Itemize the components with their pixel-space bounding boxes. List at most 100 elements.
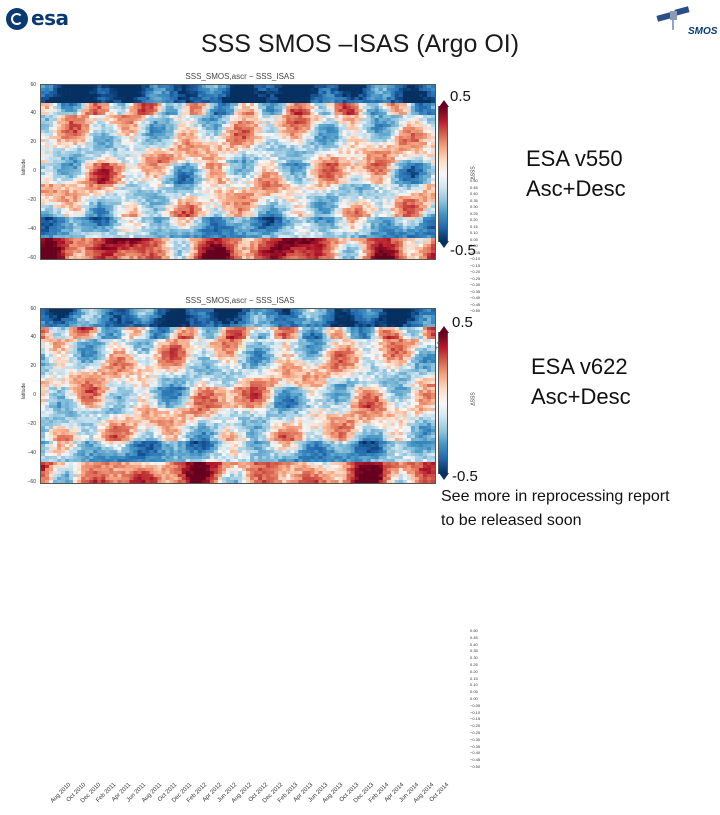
heatmap-cell [217,184,223,188]
heatmap-cell [290,100,295,104]
heatmap-cell [262,121,267,125]
heatmap-cell [290,121,295,125]
heatmap-cell [225,235,231,239]
heatmap-cell [77,202,82,206]
heatmap-cell [326,151,331,155]
heatmap-cell [246,220,251,224]
heatmap-cell [185,157,191,161]
heatmap-cell [221,205,227,209]
heatmap-cell [266,154,271,158]
heatmap-cell [386,205,392,209]
heatmap-cell [125,208,130,212]
heatmap-cell [258,205,263,209]
heatmap-cell [262,88,267,92]
heatmap-cell [93,115,98,119]
heatmap-cell [193,235,199,239]
smos-logo-text: SMOS [688,26,718,37]
heatmap-cell [69,136,74,140]
heatmap-cell [113,139,118,143]
heatmap-cell [65,91,70,95]
heatmap-cell [370,229,375,233]
heatmap-cell [145,163,150,167]
heatmap-cell [350,184,355,188]
heatmap-cell [262,184,267,188]
heatmap-cell [358,112,363,116]
heatmap-cell [358,211,363,215]
heatmap-cell [382,193,388,197]
heatmap-cell [117,196,122,200]
heatmap-cell [322,100,327,104]
heatmap-cell [318,97,323,101]
heatmap-cell [189,217,195,221]
heatmap-cell [310,154,315,158]
heatmap-cell [394,202,400,206]
heatmap-cell [93,184,98,188]
heatmap-cell [177,91,183,95]
heatmap-cell [201,130,207,134]
heatmap-cell [250,223,255,227]
heatmap-cell [242,226,247,230]
heatmap-cell [173,232,178,236]
heatmap-cell [258,139,263,143]
heatmap-cell [161,109,166,113]
heatmap-cell [205,202,211,206]
heatmap-cell [294,205,299,209]
heatmap-cell [266,85,271,89]
heatmap-cell [282,121,287,125]
heatmap-cell [250,211,255,215]
heatmap-cell [374,103,380,107]
heatmap-cell [181,223,187,227]
heatmap-cell [229,112,235,116]
heatmap-cell [330,124,335,128]
heatmap-cell [105,172,110,176]
heatmap-cell [418,172,424,176]
heatmap-cell [209,169,215,173]
heatmap-cell [270,103,275,107]
heatmap-cell [418,118,424,122]
heatmap-cell [121,112,126,116]
heatmap-cell [298,193,303,197]
heatmap-cell [342,112,347,116]
heatmap-cell [334,190,339,194]
heatmap-cell [197,232,203,236]
heatmap-cell [362,190,367,194]
heatmap-cell [221,112,227,116]
heatmap-cell [390,118,396,122]
heatmap-cell [414,94,420,98]
heatmap-cell [45,217,50,221]
heatmap-cell [410,136,416,140]
heatmap-cell [354,205,359,209]
heatmap-cell [57,235,62,239]
heatmap-cell [390,166,396,170]
heatmap-cell [370,115,375,119]
heatmap-cell [93,235,98,239]
heatmap-cell [338,124,343,128]
heatmap-cell [374,160,380,164]
heatmap-cell [422,217,428,221]
heatmap-cell [430,172,435,176]
heatmap-cell [77,106,82,110]
heatmap-cell [370,127,375,131]
heatmap-cell [406,100,412,104]
heatmap-cell [430,154,435,158]
heatmap-cell [310,112,315,116]
heatmap-cell [137,85,142,89]
heatmap-cell [69,127,74,131]
heatmap-cell [358,208,363,212]
heatmap-cell [418,115,424,119]
heatmap-cell [165,127,170,131]
heatmap-cell [286,220,291,224]
heatmap-cell [165,223,170,227]
heatmap-cell [414,91,420,95]
heatmap-cell [342,181,347,185]
heatmap-cell [233,235,239,239]
heatmap-cell [426,151,432,155]
heatmap-cell [193,118,199,122]
heatmap-cell [61,199,66,203]
heatmap-cell [121,100,126,104]
heatmap-cell [270,109,275,113]
heatmap-cell [85,193,90,197]
heatmap-cell [322,172,327,176]
heatmap-cell [169,202,174,206]
heatmap-cell [334,226,339,230]
